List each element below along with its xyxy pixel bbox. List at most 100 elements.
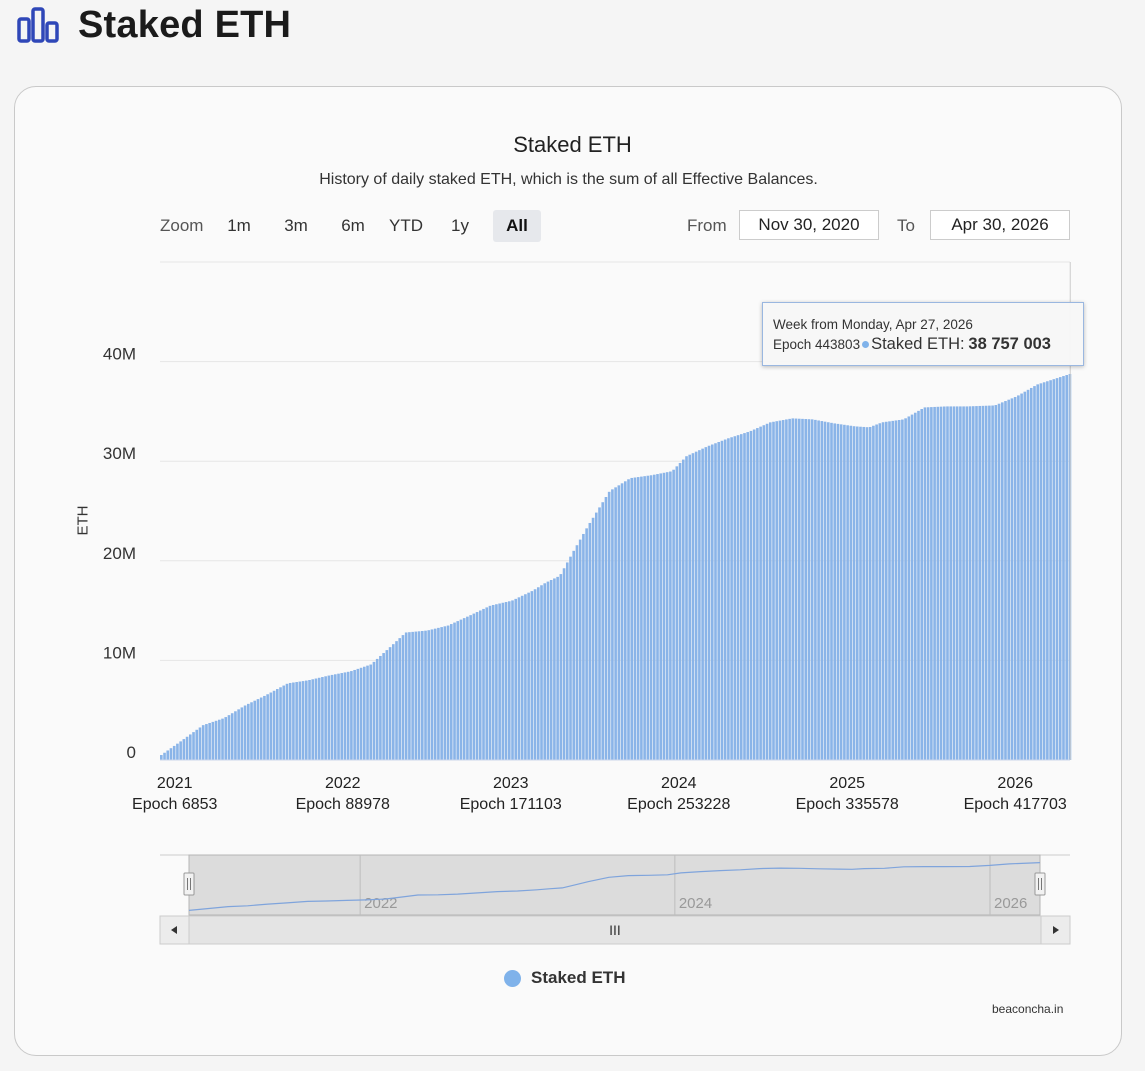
bar [888,421,891,760]
bar [182,739,186,760]
bar [997,403,1001,760]
bar [852,426,856,760]
bar [201,725,205,760]
bar [939,406,943,760]
bar [878,423,882,760]
bar [504,602,508,760]
bar [401,635,405,760]
bar [859,426,862,760]
bar [1065,375,1069,760]
zoom-button-3m[interactable]: 3m [284,216,308,235]
zoom-button-1y[interactable]: 1y [451,216,469,235]
bar [269,692,273,760]
bar [466,616,469,760]
bar [221,718,224,760]
bar [942,406,946,760]
tooltip: Week from Monday, Apr 27, 2026 Epoch 443… [762,302,1084,366]
bar [752,429,756,760]
bar [897,420,901,760]
bar [788,418,791,760]
bar [549,580,553,760]
range-from-input[interactable] [739,210,879,240]
bar [227,715,231,760]
bar [391,644,395,760]
bar [395,641,398,760]
bar [717,442,721,760]
bar [192,732,195,760]
bar [720,440,724,760]
bar [707,445,711,760]
bar [308,680,311,760]
bar [1062,376,1065,760]
bar [862,426,866,760]
bar [881,422,885,760]
bar [801,418,804,760]
range-from-label: From [687,216,727,235]
bar-chart-icon [17,7,59,43]
bar [1029,387,1033,760]
bar [372,661,376,760]
bar [775,421,779,760]
zoom-button-6m[interactable]: 6m [341,216,365,235]
bar [288,682,292,760]
bar [675,466,679,760]
bar [536,587,540,760]
bar [694,451,698,760]
zoom-label: Zoom [160,216,204,235]
bar [807,419,811,760]
bar [849,425,853,760]
x-tick-label: 2023 [493,775,529,792]
bar [946,406,949,760]
bar [952,406,956,760]
bar [614,487,617,760]
bar [962,406,965,760]
bar [804,419,808,760]
bar [930,407,933,760]
bar [449,624,453,760]
navigator-handle-right[interactable] [1034,872,1046,896]
credits-link[interactable]: beaconcha.in [992,1002,1064,1016]
bar [379,655,382,760]
bar [923,407,927,760]
bar [810,419,814,760]
bar [375,658,379,760]
y-tick-label: 20M [103,544,136,563]
bar [611,489,614,760]
zoom-button-1m[interactable]: 1m [227,216,251,235]
zoom-button-ytd[interactable]: YTD [389,216,423,235]
bar [627,479,630,760]
bar [272,690,276,760]
bar [330,674,334,760]
bar [472,613,476,760]
legend-item-staked-eth[interactable]: Staked ETH [504,968,625,988]
bar [385,650,389,760]
navigator-handle-left[interactable] [183,872,195,896]
bar [366,665,369,760]
zoom-button-all[interactable]: All [493,210,541,242]
bar [234,711,237,760]
bar [462,618,466,760]
bar [830,422,833,760]
bar [714,443,717,760]
bar [411,631,414,760]
bar [301,681,305,760]
bar [443,626,447,760]
bar [1039,383,1043,760]
bar [530,591,534,760]
bar [585,528,588,760]
bar [765,423,769,760]
bar [894,420,898,760]
bar [256,699,260,760]
range-to-input[interactable] [930,210,1070,240]
bar [578,539,582,760]
bar [214,720,218,760]
bar [189,734,192,760]
chart-title: Staked ETH [513,132,632,157]
bar [562,568,566,760]
bar [456,621,460,760]
bar [598,507,601,760]
bar [730,437,733,760]
bar [839,424,843,760]
bar [285,683,289,760]
bar [324,676,327,760]
